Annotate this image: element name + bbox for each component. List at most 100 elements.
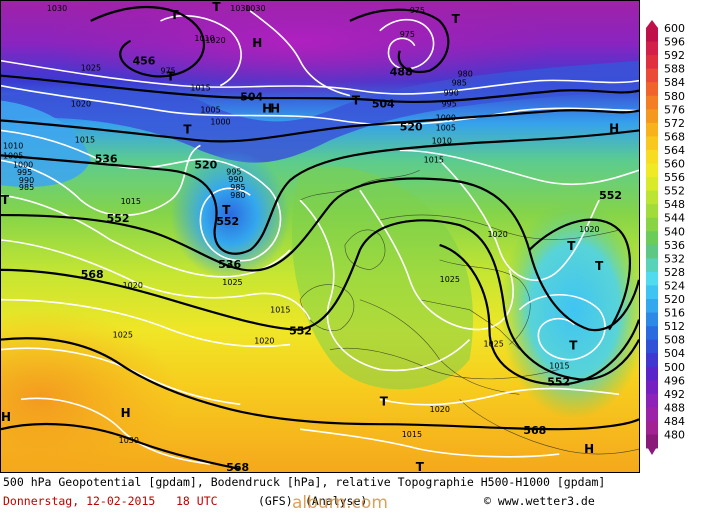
legend-swatch xyxy=(646,393,658,408)
legend-value: 560 xyxy=(664,158,685,171)
pressure-label: 1025 xyxy=(113,331,133,340)
pressure-label: 1030 xyxy=(47,4,67,13)
geopotential-lines xyxy=(1,6,639,471)
legend-value: 592 xyxy=(664,49,685,62)
pressure-center: T xyxy=(595,259,604,273)
pressure-label: 1010 xyxy=(194,34,214,43)
legend-swatch xyxy=(646,41,658,56)
legend-swatch xyxy=(646,339,658,354)
legend-value: 488 xyxy=(664,401,685,414)
legend-swatch xyxy=(646,82,658,97)
valid-time: 18 UTC xyxy=(176,494,218,508)
legend-value: 480 xyxy=(664,429,685,442)
geopotential-label: 520 xyxy=(400,120,423,133)
cold-tongue-north xyxy=(1,60,639,163)
legend-value: 568 xyxy=(664,130,685,143)
legend-swatch xyxy=(646,163,658,178)
pressure-label: 1000 xyxy=(13,160,33,169)
pressure-label: 995 xyxy=(442,100,457,109)
green-ridge-central xyxy=(292,166,474,390)
geopotential-label: 520 xyxy=(194,158,217,171)
pressure-label: 1015 xyxy=(402,430,422,439)
legend-swatch xyxy=(646,95,658,110)
legend-swatch xyxy=(646,204,658,219)
legend-swatch xyxy=(646,407,658,422)
pressure-label: 980 xyxy=(458,70,473,79)
pressure-label: 990 xyxy=(19,176,34,185)
pressure-label: 1020 xyxy=(487,230,507,239)
legend-value: 516 xyxy=(664,307,685,320)
pressure-label: 1025 xyxy=(81,64,101,73)
valid-date: Donnerstag, 12-02-2015 xyxy=(3,494,156,508)
legend-swatch xyxy=(646,28,658,42)
pressure-center: T xyxy=(170,8,179,22)
pressure-label: 975 xyxy=(400,30,415,39)
map-footer: 500 hPa Geopotential [gpdam], Bodendruck… xyxy=(0,473,640,513)
legend-value: 584 xyxy=(664,76,685,89)
pressure-center: T xyxy=(567,239,576,253)
isobars xyxy=(1,10,639,465)
legend-swatches xyxy=(646,28,658,449)
geopotential-label: 504 xyxy=(240,91,263,104)
pressure-center: T xyxy=(222,203,231,217)
geopotential-label: 552 xyxy=(599,189,622,202)
pressure-center: T xyxy=(166,70,175,84)
pressure-center: T xyxy=(183,122,192,136)
legend-value: 548 xyxy=(664,198,685,211)
geopotential-label: 568 xyxy=(523,424,546,437)
legend-value: 556 xyxy=(664,171,685,184)
pressure-label: 1025 xyxy=(222,278,242,287)
pressure-label: 1020 xyxy=(430,405,450,414)
legend-value: 532 xyxy=(664,252,685,265)
pressure-center: H xyxy=(1,410,11,424)
legend-swatch xyxy=(646,190,658,205)
pressure-label: 990 xyxy=(228,175,243,184)
map-title: 500 hPa Geopotential [gpdam], Bodendruck… xyxy=(3,475,606,489)
pressure-center: H xyxy=(609,121,619,135)
legend-labels: 6005965925885845805765725685645605565525… xyxy=(664,22,685,442)
pressure-label: 1020 xyxy=(579,225,599,234)
pressure-label: 1020 xyxy=(123,281,143,290)
legend-swatch xyxy=(646,299,658,313)
pressure-label: 1025 xyxy=(483,340,503,349)
geopotential-label: 568 xyxy=(226,461,249,473)
legend-swatch xyxy=(646,312,658,327)
pressure-center: H xyxy=(584,442,594,456)
pressure-label: 1030 xyxy=(119,436,139,445)
legend-bottom-arrow xyxy=(646,445,658,455)
run-type: (Analyse) xyxy=(305,494,368,508)
legend-swatch xyxy=(646,326,658,341)
legend-value: 492 xyxy=(664,388,685,401)
legend-swatch xyxy=(646,217,658,232)
legend-swatch xyxy=(646,177,658,191)
legend-value: 576 xyxy=(664,103,685,116)
pressure-label: 1015 xyxy=(424,155,444,164)
pressure-label: 1005 xyxy=(436,123,456,132)
legend-value: 520 xyxy=(664,293,685,306)
legend-value: 500 xyxy=(664,361,685,374)
legend-value: 524 xyxy=(664,279,685,292)
pressure-label: 1010 xyxy=(3,141,23,150)
color-legend: 6005965925885845805765725685645605565525… xyxy=(646,20,685,455)
geopotential-label: 488 xyxy=(390,66,413,79)
legend-value: 508 xyxy=(664,334,685,347)
legend-swatch xyxy=(646,285,658,300)
model-name: (GFS) xyxy=(258,494,293,508)
geopotential-label: 504 xyxy=(372,98,395,111)
cutoff-low-east xyxy=(499,200,639,420)
pressure-label: 1000 xyxy=(436,113,456,122)
credit-link[interactable]: © www.wetter3.de xyxy=(484,494,595,508)
legend-value: 504 xyxy=(664,347,685,360)
legend-value: 544 xyxy=(664,212,685,225)
pressure-label: 985 xyxy=(19,183,34,192)
pressure-center: T xyxy=(212,0,221,14)
pressure-center: T xyxy=(569,339,578,353)
legend-value: 596 xyxy=(664,36,685,49)
geopotential-label: 536 xyxy=(218,258,241,271)
pressure-label: 1015 xyxy=(549,361,569,370)
legend-swatch xyxy=(646,122,658,137)
pressure-label: 985 xyxy=(230,183,245,192)
pressure-label: 1015 xyxy=(75,135,95,144)
legend-value: 552 xyxy=(664,185,685,198)
pressure-label: 1030 xyxy=(230,4,250,13)
